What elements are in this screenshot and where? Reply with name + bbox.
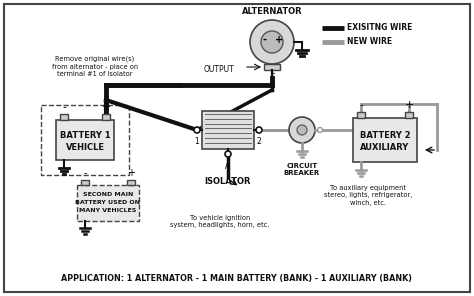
Bar [357,112,365,118]
Text: BATTERY 1: BATTERY 1 [60,131,110,139]
Text: EXISITNG WIRE: EXISITNG WIRE [347,23,412,33]
Text: -: - [83,168,87,178]
Text: MANY VEHICLES: MANY VEHICLES [79,208,137,213]
Bar [56,120,114,160]
Bar [127,180,135,185]
Text: -: - [359,100,363,110]
Bar [202,111,254,149]
Text: NEW WIRE: NEW WIRE [347,38,392,46]
Bar [102,114,110,120]
Text: CIRCUIT: CIRCUIT [286,163,318,169]
Circle shape [318,128,322,133]
Text: ALTERNATOR: ALTERNATOR [242,7,302,16]
Text: +: + [101,102,111,112]
Text: ISOLATOR: ISOLATOR [205,177,251,186]
Text: OUTPUT: OUTPUT [203,65,234,73]
Circle shape [297,125,307,135]
Bar [264,64,280,70]
Circle shape [225,151,231,157]
Bar [60,114,68,120]
Bar [41,105,129,175]
Circle shape [256,127,262,133]
Bar [353,118,417,162]
Text: -: - [263,35,267,45]
Bar [77,185,139,221]
Text: APPLICATION: 1 ALTERNATOR - 1 MAIN BATTERY (BANK) - 1 AUXILIARY (BANK): APPLICATION: 1 ALTERNATOR - 1 MAIN BATTE… [62,274,412,282]
Circle shape [289,117,315,143]
Bar [405,112,413,118]
Text: AUXILIARY: AUXILIARY [360,144,410,152]
Text: BATTERY USED ON: BATTERY USED ON [75,200,140,205]
Text: SECOND MAIN: SECOND MAIN [83,192,133,197]
Text: -: - [62,102,66,112]
Text: BATTERY 2: BATTERY 2 [360,131,410,139]
Text: +: + [275,35,283,45]
Text: +: + [269,71,275,77]
Text: +: + [127,168,135,178]
Text: 1: 1 [195,137,200,146]
Circle shape [250,20,294,64]
Text: +: + [404,100,414,110]
Text: BREAKER: BREAKER [284,170,320,176]
Circle shape [194,127,200,133]
Text: To vehicle ignition
system, headlights, horn, etc.: To vehicle ignition system, headlights, … [170,215,270,229]
Text: To auxiliary equipment
stereo, lights, refrigerator,
winch, etc.: To auxiliary equipment stereo, lights, r… [324,185,412,206]
Text: VEHICLE: VEHICLE [65,144,104,152]
Circle shape [261,31,283,53]
Text: Remove original wire(s)
from alternator - place on
terminal #1 of Isolator: Remove original wire(s) from alternator … [52,55,138,78]
Bar [81,180,89,185]
Text: 2: 2 [256,137,261,146]
Text: A: A [225,162,231,171]
